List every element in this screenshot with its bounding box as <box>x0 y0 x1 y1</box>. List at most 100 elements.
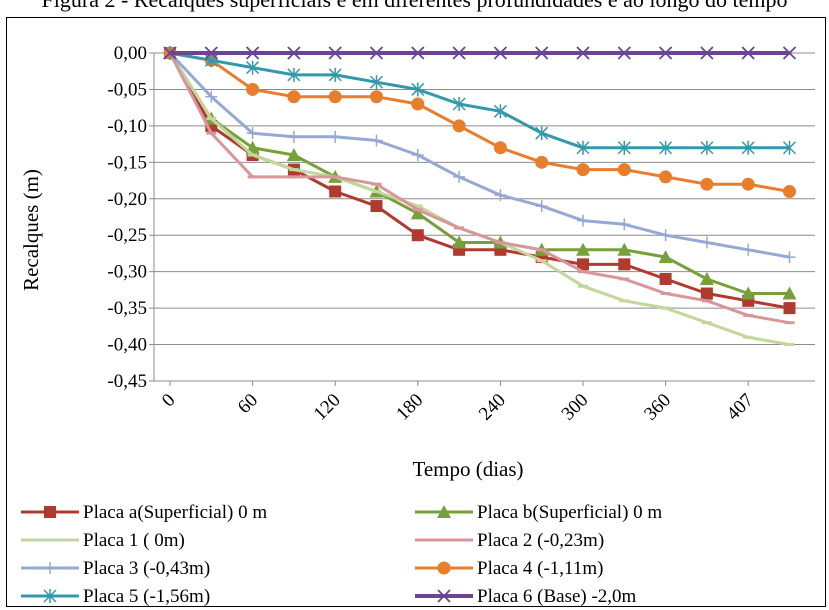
data-point <box>535 155 549 169</box>
data-point <box>617 46 631 60</box>
data-point <box>783 184 796 198</box>
series-line <box>168 51 790 259</box>
data-point <box>411 97 425 111</box>
data-point <box>617 163 631 177</box>
y-axis-title: Recalques (m) <box>19 169 43 291</box>
data-point <box>287 90 301 104</box>
data-point <box>576 46 590 60</box>
data-point <box>618 258 631 271</box>
x-tick-label: 360 <box>640 390 675 425</box>
y-tick-label: -0,45 <box>107 371 147 392</box>
x-tick-label: 407 <box>723 390 758 425</box>
data-point <box>617 140 631 155</box>
data-point <box>246 127 259 140</box>
data-point <box>370 200 383 213</box>
data-point <box>783 302 796 315</box>
x-tick-label: 300 <box>558 390 593 425</box>
series-line <box>168 52 790 295</box>
data-point <box>163 46 177 60</box>
data-point <box>411 229 424 242</box>
y-tick-label: -0,15 <box>107 152 147 173</box>
data-point <box>577 258 589 271</box>
data-point <box>659 272 672 285</box>
data-point <box>617 242 632 256</box>
data-point <box>204 46 218 60</box>
data-point <box>493 141 507 155</box>
series-line <box>168 52 790 325</box>
data-point <box>287 67 301 82</box>
x-tick-label: 0 <box>158 390 180 412</box>
series-lines <box>163 46 797 347</box>
data-point <box>205 90 218 103</box>
data-point <box>659 229 672 242</box>
data-point <box>437 561 451 575</box>
y-tick-label: -0,35 <box>107 298 147 319</box>
data-point <box>658 250 673 264</box>
data-point <box>493 104 507 119</box>
y-tick-label: -0,05 <box>107 79 147 100</box>
legend-entry: Placa b(Superficial) 0 m <box>415 502 662 523</box>
legend-label: Placa 1 ( 0m) <box>83 530 185 551</box>
x-tick-labels: 0 60 120 180 240 300 360 407 <box>158 390 758 425</box>
data-point <box>329 185 342 198</box>
x-tick-label: 120 <box>310 390 345 425</box>
data-point <box>493 46 508 60</box>
data-point <box>576 140 590 155</box>
data-point <box>535 46 549 60</box>
y-tick-label: -0,20 <box>107 189 147 210</box>
data-point <box>741 140 755 155</box>
x-axis-title: Tempo (dias) <box>412 457 523 481</box>
data-point <box>658 46 673 60</box>
legend-label: Placa 5 (-1,56m) <box>83 586 210 606</box>
data-point <box>370 134 383 147</box>
data-point <box>699 271 714 285</box>
data-point <box>411 46 425 60</box>
series-line <box>169 51 790 193</box>
data-point <box>452 97 466 112</box>
data-point <box>741 46 755 60</box>
data-point <box>618 218 631 231</box>
data-point <box>659 140 673 155</box>
y-tick-label: -0,40 <box>107 335 147 356</box>
x-tick-label: 60 <box>234 390 262 418</box>
data-point <box>741 286 756 300</box>
legend-entry: Placa 4 (-1,11m) <box>415 558 603 579</box>
legend-entry: Placa 1 ( 0m) <box>21 530 185 551</box>
data-point <box>494 189 507 202</box>
legend-label: Placa a(Superficial) 0 m <box>83 502 267 523</box>
data-point <box>782 46 797 60</box>
data-point <box>452 46 466 60</box>
legend-label: Placa 2 (-0,23m) <box>477 530 604 551</box>
data-point <box>782 140 797 155</box>
series-line <box>169 51 790 150</box>
data-point <box>369 46 384 60</box>
legend-label: Placa b(Superficial) 0 m <box>477 502 662 523</box>
y-tick-label: 0,00 <box>114 43 147 64</box>
data-point <box>452 119 466 133</box>
data-point <box>576 242 590 256</box>
data-point <box>535 126 549 141</box>
data-point <box>329 130 342 143</box>
y-tick-label: -0,30 <box>107 262 147 283</box>
legend-entry: Placa 3 (-0,43m) <box>21 558 210 579</box>
data-point <box>453 170 466 183</box>
legend-entry: Placa a(Superficial) 0 m <box>21 502 267 523</box>
y-tick-label: -0,10 <box>107 116 147 137</box>
data-point <box>437 589 451 603</box>
data-point <box>287 130 300 143</box>
legend-label: Placa 6 (Base) -2,0m <box>477 586 637 606</box>
data-point <box>700 140 714 155</box>
legend-label: Placa 3 (-0,43m) <box>83 558 210 579</box>
data-point <box>287 46 301 60</box>
data-point <box>659 170 673 184</box>
series-6 <box>163 46 796 198</box>
data-point <box>741 177 755 191</box>
data-point <box>286 148 301 162</box>
data-point <box>370 90 383 104</box>
data-point <box>782 286 797 300</box>
series-1 <box>164 47 796 315</box>
series-4 <box>165 51 795 325</box>
data-point <box>535 200 548 213</box>
data-point <box>700 46 714 60</box>
settlement-line-chart: 0,00 -0,05 -0,10 -0,15 -0,20 -0,25 -0,30 -0,35 -… <box>19 43 815 606</box>
